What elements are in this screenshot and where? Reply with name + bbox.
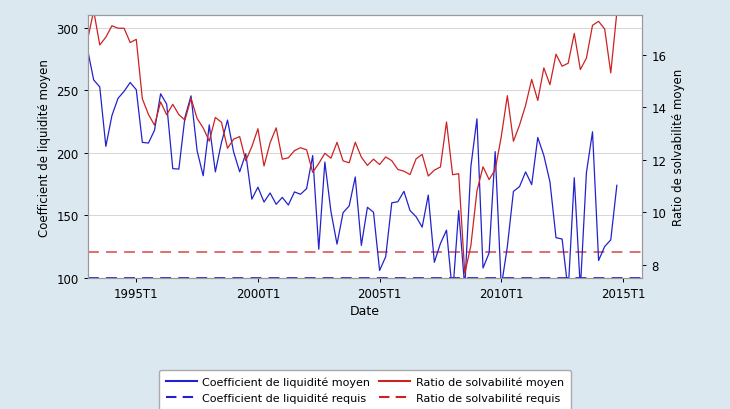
Y-axis label: Ratio de solvabilité moyen: Ratio de solvabilité moyen — [672, 69, 685, 226]
Legend: Coefficient de liquidité moyen, Coefficient de liquidité requis, Ratio de solvab: Coefficient de liquidité moyen, Coeffici… — [159, 370, 571, 409]
Y-axis label: Coefficient de liquidité moyen: Coefficient de liquidité moyen — [38, 58, 51, 236]
X-axis label: Date: Date — [350, 304, 380, 317]
